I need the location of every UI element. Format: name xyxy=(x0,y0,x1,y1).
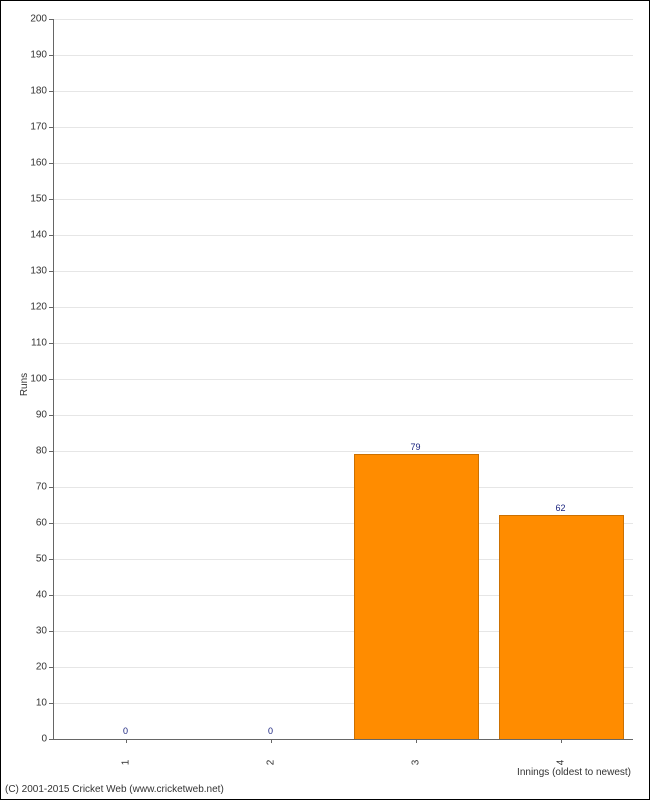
chart-container: 0102030405060708090100110120130140150160… xyxy=(0,0,650,800)
x-tick-mark xyxy=(416,739,417,743)
plot-area: 0102030405060708090100110120130140150160… xyxy=(53,19,633,739)
bar xyxy=(354,454,479,739)
y-tick-label: 170 xyxy=(30,122,47,133)
y-tick-label: 40 xyxy=(36,590,47,601)
y-axis-line xyxy=(53,19,54,739)
gridline xyxy=(53,19,633,20)
y-tick-label: 0 xyxy=(41,734,47,745)
x-axis-line xyxy=(53,739,633,740)
gridline xyxy=(53,487,633,488)
gridline xyxy=(53,271,633,272)
gridline xyxy=(53,127,633,128)
gridline xyxy=(53,307,633,308)
y-tick-label: 70 xyxy=(36,482,47,493)
y-tick-label: 60 xyxy=(36,518,47,529)
gridline xyxy=(53,415,633,416)
y-tick-label: 30 xyxy=(36,626,47,637)
x-tick-mark xyxy=(561,739,562,743)
gridline xyxy=(53,379,633,380)
bar-value-label: 62 xyxy=(555,503,565,513)
y-tick-label: 110 xyxy=(31,338,47,349)
y-tick-label: 80 xyxy=(36,446,47,457)
x-tick-label: 4 xyxy=(555,760,566,766)
gridline xyxy=(53,235,633,236)
y-tick-label: 50 xyxy=(36,554,47,565)
y-tick-label: 160 xyxy=(30,158,47,169)
bar-value-label: 79 xyxy=(410,442,420,452)
y-tick-label: 180 xyxy=(30,86,47,97)
y-tick-label: 130 xyxy=(30,266,47,277)
x-tick-label: 2 xyxy=(265,760,276,766)
bar-value-label: 0 xyxy=(123,726,128,736)
gridline xyxy=(53,91,633,92)
x-tick-label: 3 xyxy=(410,760,421,766)
copyright-text: (C) 2001-2015 Cricket Web (www.cricketwe… xyxy=(5,784,224,795)
y-tick-label: 190 xyxy=(30,50,47,61)
gridline xyxy=(53,451,633,452)
gridline xyxy=(53,199,633,200)
y-tick-label: 20 xyxy=(36,662,47,673)
gridline xyxy=(53,55,633,56)
bar-value-label: 0 xyxy=(268,726,273,736)
y-tick-label: 90 xyxy=(36,410,47,421)
y-tick-label: 120 xyxy=(30,302,47,313)
y-axis-title: Runs xyxy=(19,373,30,396)
gridline xyxy=(53,163,633,164)
y-tick-label: 150 xyxy=(30,194,47,205)
x-tick-mark xyxy=(271,739,272,743)
x-tick-mark xyxy=(126,739,127,743)
bar xyxy=(499,515,624,739)
y-tick-label: 10 xyxy=(36,698,47,709)
gridline xyxy=(53,343,633,344)
y-tick-label: 200 xyxy=(30,14,47,25)
x-axis-title: Innings (oldest to newest) xyxy=(517,767,631,778)
x-tick-label: 1 xyxy=(120,760,131,766)
y-tick-label: 140 xyxy=(30,230,47,241)
y-tick-label: 100 xyxy=(30,374,47,385)
